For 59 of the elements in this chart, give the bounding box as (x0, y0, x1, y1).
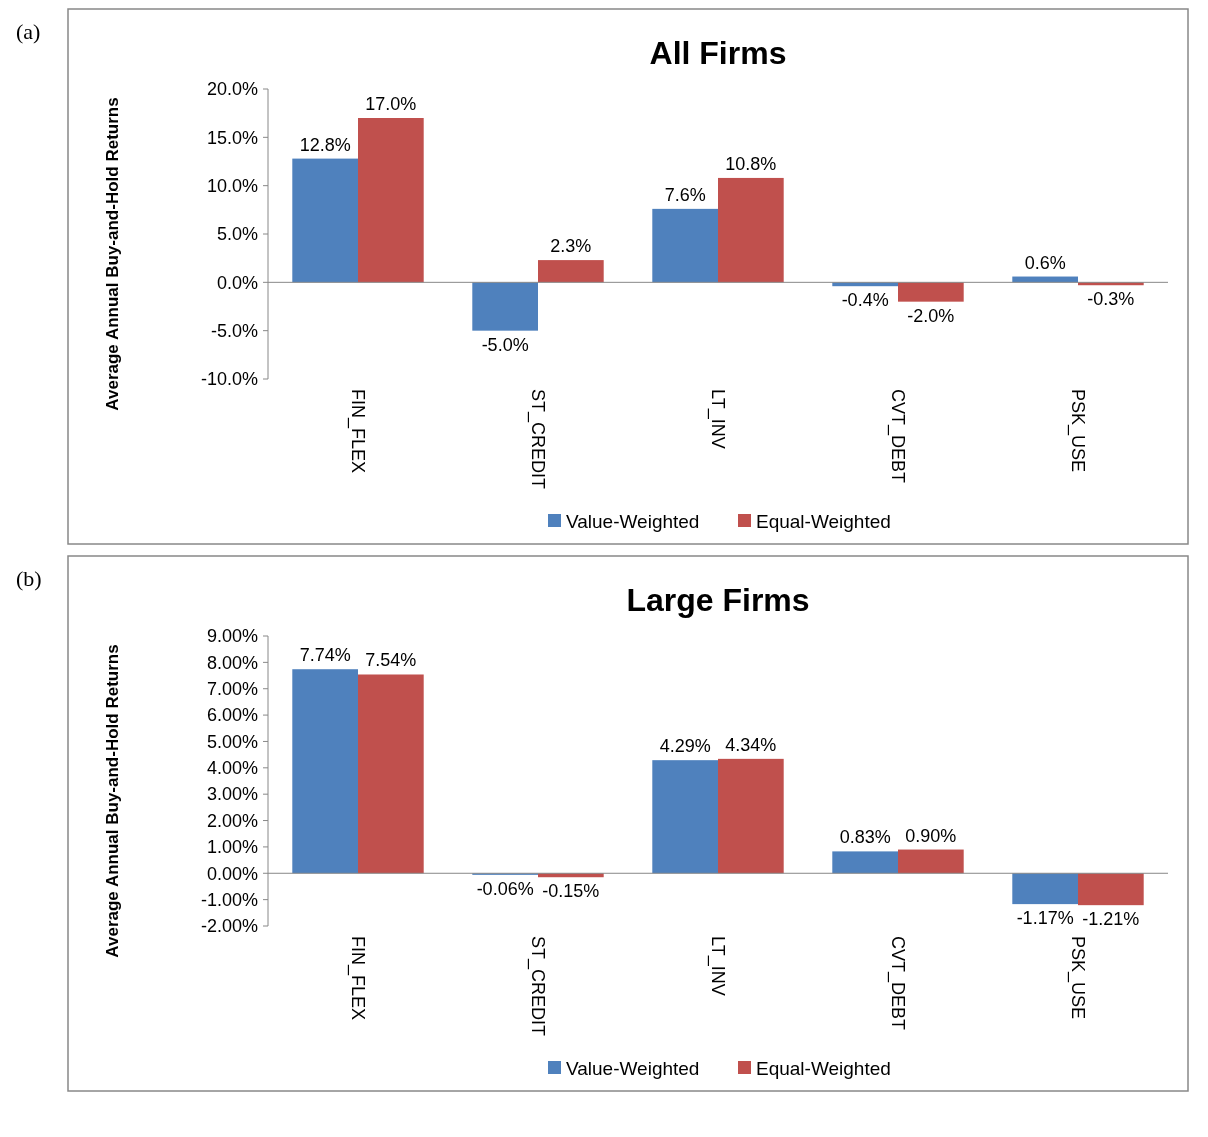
data-label: -0.3% (1087, 289, 1135, 310)
x-tick-label: CVT_DEBT (886, 936, 908, 1031)
x-tick-label: LT_INV (706, 936, 728, 996)
y-tick-label: 7.00% (206, 679, 258, 700)
data-label: -0.06% (476, 878, 534, 899)
data-label: -0.15% (542, 881, 600, 902)
data-label: -1.17% (1016, 908, 1074, 929)
text: (a) (16, 19, 41, 44)
x-tick-label: PSK_USE (1066, 936, 1088, 1020)
data-label: 7.54% (365, 650, 417, 671)
x-tick-label: ST_CREDIT (526, 389, 548, 490)
y-axis-title: Average Annual Buy-and-Hold Returns (103, 97, 122, 411)
y-tick-label: -2.00% (200, 916, 258, 937)
y-tick-label: -5.0% (210, 320, 258, 341)
data-label: 10.8% (725, 153, 777, 174)
y-tick-label: 3.00% (206, 784, 258, 805)
data-label: 7.6% (664, 184, 706, 205)
y-tick-label: 20.0% (206, 79, 258, 100)
legend-label: Equal-Weighted (756, 510, 891, 532)
x-tick-label: CVT_DEBT (886, 389, 908, 484)
data-label: 17.0% (365, 94, 417, 114)
data-label: 4.29% (659, 736, 711, 757)
x-tick-label: LT_INV (706, 389, 728, 449)
y-axis-title: Average Annual Buy-and-Hold Returns (103, 644, 122, 958)
y-tick-label: 6.00% (206, 705, 258, 726)
y-tick-label: -1.00% (200, 889, 258, 910)
y-tick-label: 0.0% (216, 272, 258, 293)
data-label: 2.3% (550, 236, 592, 257)
data-label: -0.4% (841, 290, 889, 311)
data-label: -2.0% (907, 305, 955, 326)
data-label: 0.90% (905, 825, 957, 846)
y-tick-label: -10.0% (200, 369, 258, 390)
legend-label: Value-Weighted (566, 1057, 700, 1079)
y-tick-label: 5.00% (206, 731, 258, 752)
text: (b) (16, 566, 42, 591)
y-tick-label: 0.00% (206, 863, 258, 884)
x-tick-label: PSK_USE (1066, 389, 1088, 473)
legend-label: Value-Weighted (566, 510, 700, 532)
data-label: 0.83% (839, 827, 891, 848)
legend-label: Equal-Weighted (756, 1057, 891, 1079)
y-tick-label: 8.00% (206, 652, 258, 673)
x-tick-label: FIN_FLEX (346, 389, 368, 474)
y-tick-label: 1.00% (206, 837, 258, 858)
y-tick-label: 10.0% (206, 175, 258, 196)
y-tick-label: 9.00% (206, 626, 258, 647)
y-tick-label: 4.00% (206, 758, 258, 779)
data-label: 7.74% (299, 645, 351, 666)
data-label: 4.34% (725, 734, 777, 755)
data-label: -1.21% (1082, 909, 1140, 930)
data-label: 0.6% (1024, 252, 1066, 273)
x-tick-label: ST_CREDIT (526, 936, 548, 1037)
data-label: 12.8% (299, 134, 351, 155)
y-tick-label: 5.0% (216, 224, 258, 245)
y-tick-label: 2.00% (206, 810, 258, 831)
chart-title: All Firms (649, 35, 787, 71)
data-label: -5.0% (481, 334, 529, 355)
chart-title: Large Firms (626, 582, 810, 618)
y-tick-label: 15.0% (206, 127, 258, 148)
x-tick-label: FIN_FLEX (346, 936, 368, 1021)
